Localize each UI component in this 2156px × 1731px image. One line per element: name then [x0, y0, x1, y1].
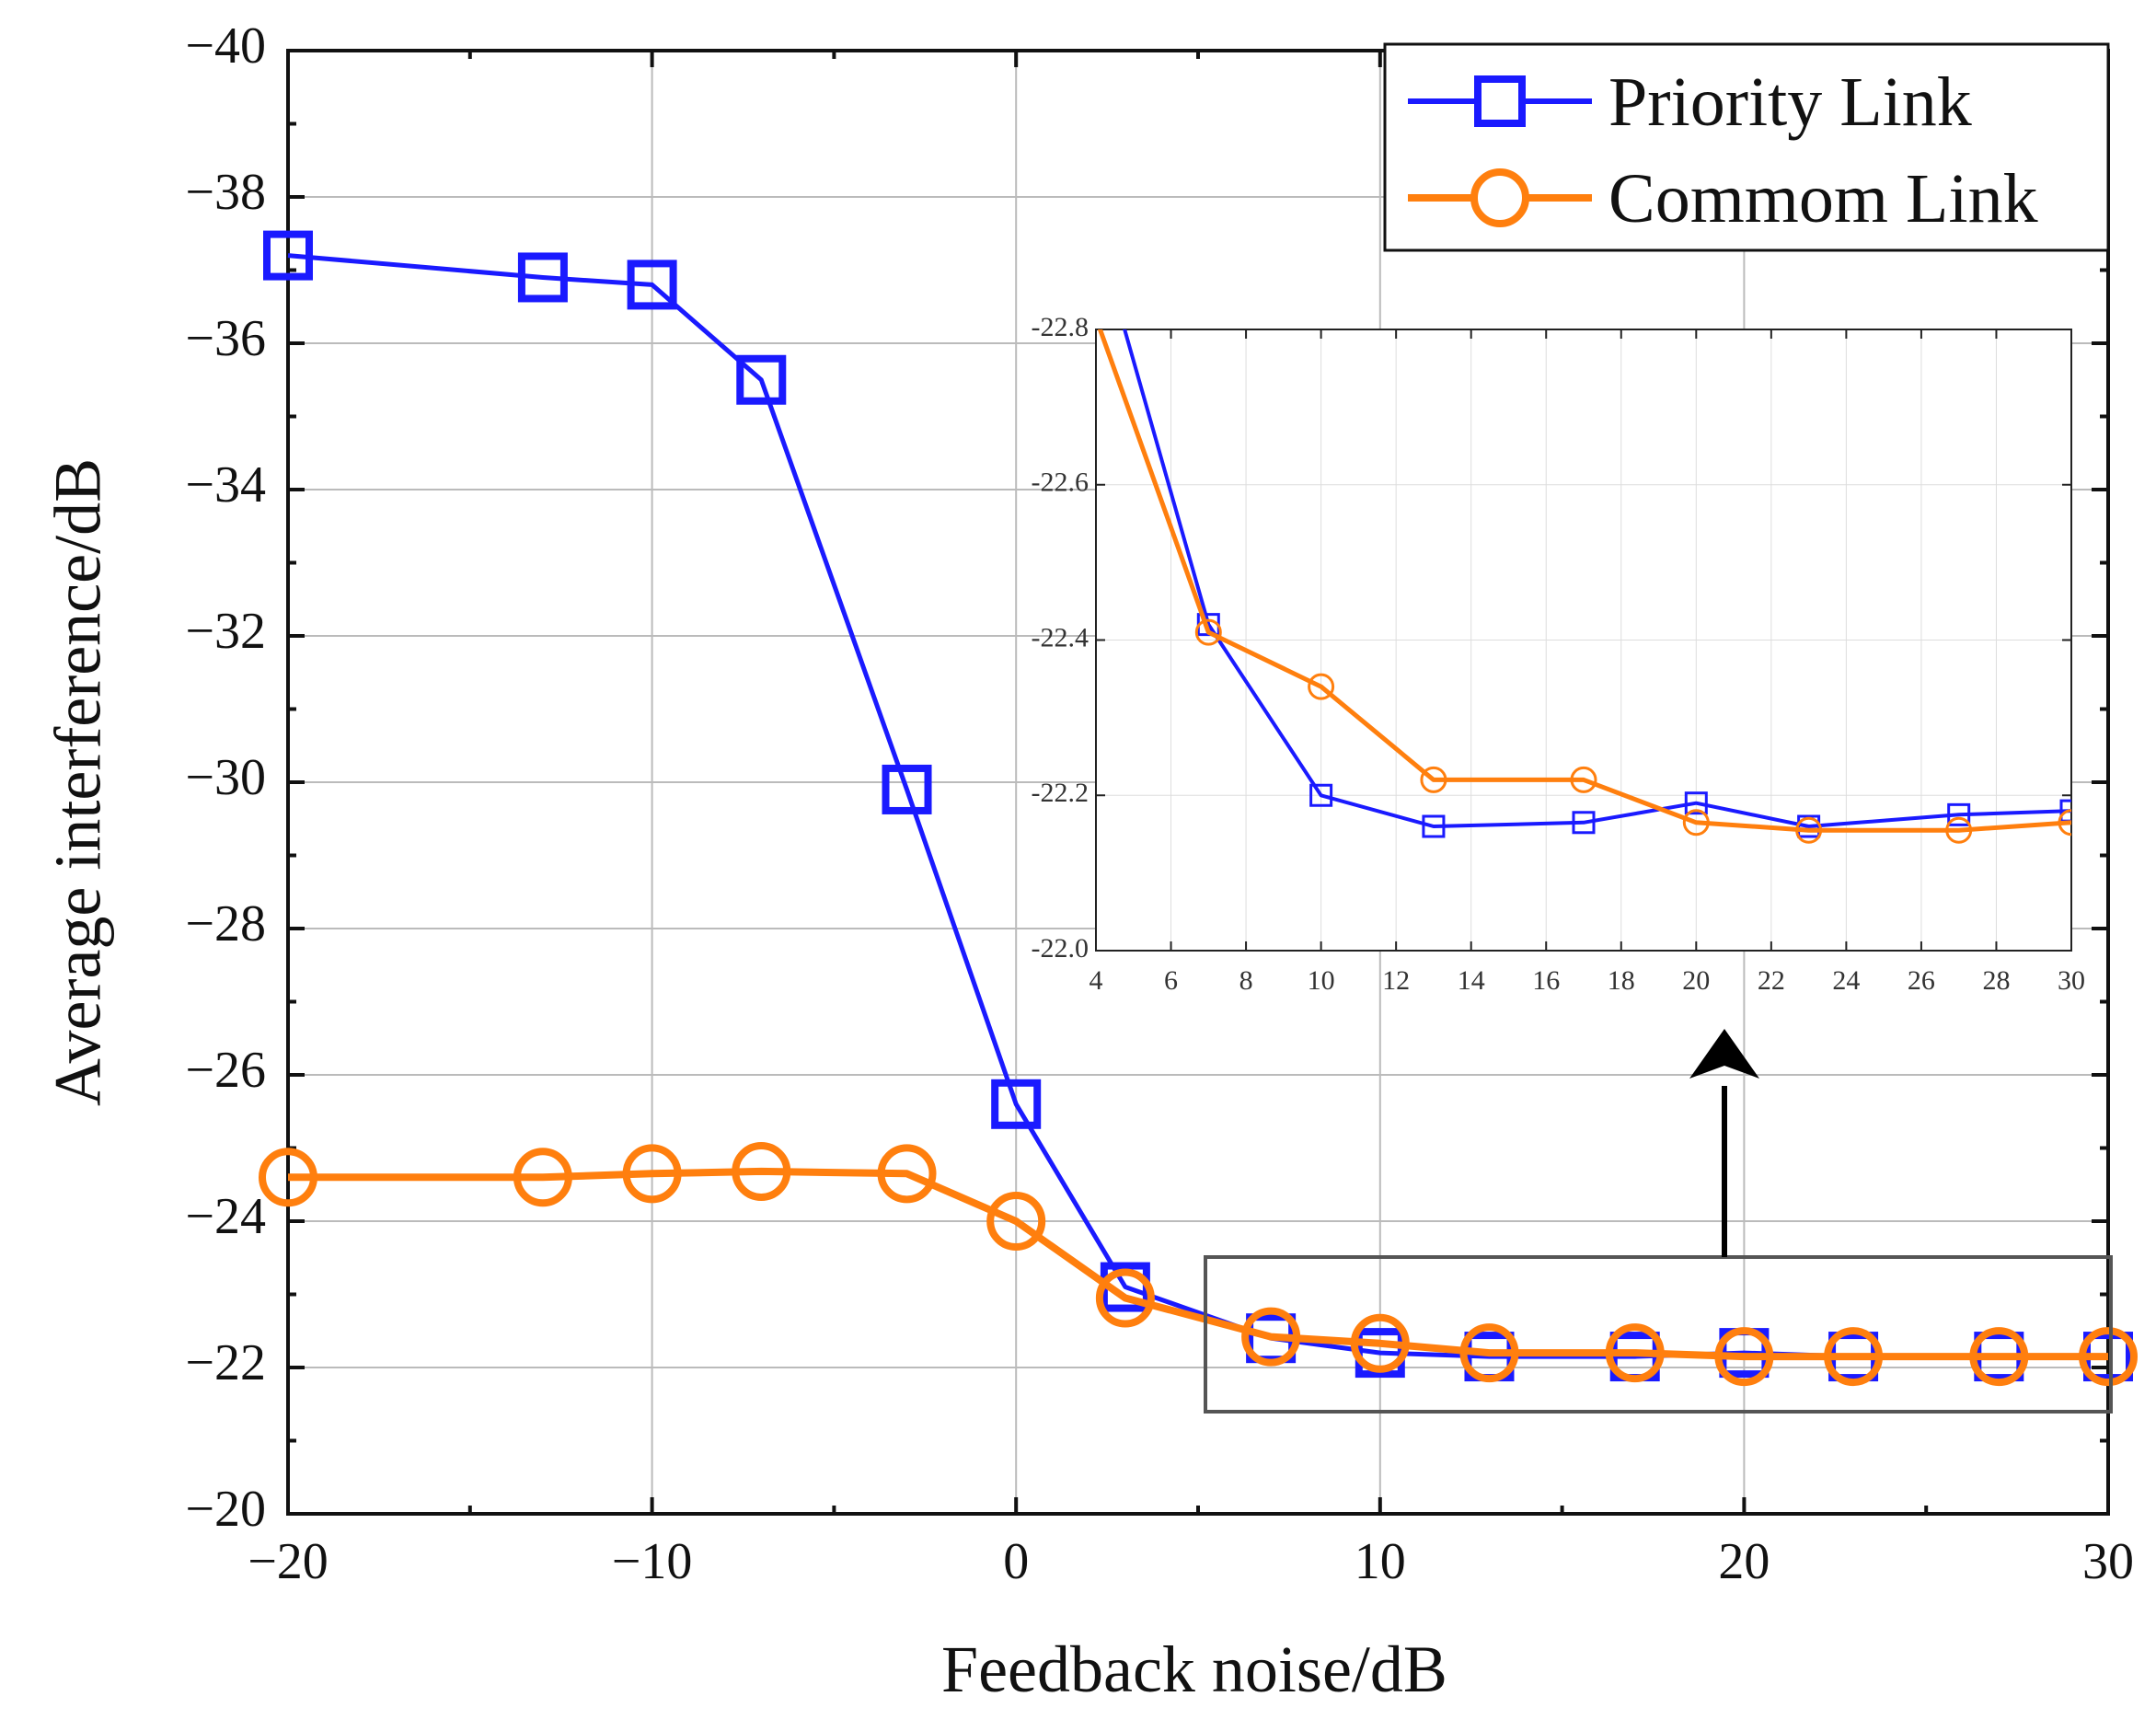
inset-point-common	[1194, 618, 1222, 646]
zoom-box	[1204, 1255, 2113, 1414]
line-common	[288, 1167, 2108, 1361]
inset-point-common	[1945, 816, 1973, 844]
x-axis-title: Feedback noise/dB	[941, 1633, 1447, 1706]
point-common	[732, 1141, 791, 1201]
y-tick-label: −26	[185, 1042, 266, 1099]
inset-y-tick-label: -22.0	[1032, 933, 1090, 964]
point-common	[986, 1192, 1046, 1251]
point-common	[2079, 1327, 2138, 1387]
legend: Priority Link Commom Link	[1383, 42, 2110, 252]
inset-point-priority	[1422, 814, 1446, 838]
inset-point-common	[1795, 816, 1823, 844]
inset-y-tick-label: -22.8	[1032, 312, 1090, 342]
inset-x-tick-label: 28	[1982, 965, 2010, 996]
legend-marker-circle-icon	[1470, 168, 1529, 227]
main-ticks: −20 −10 0 10 20 30 −40 −38 −36 −34 −32 −30 −28 −26 −24…	[185, 17, 2134, 1590]
inset-x-tick-label: 6	[1164, 965, 1178, 996]
x-tick-label: −10	[612, 1533, 693, 1590]
y-tick-label: −40	[185, 17, 266, 75]
point-common	[1969, 1327, 2029, 1387]
point-common	[1350, 1313, 1410, 1373]
point-priority	[991, 1079, 1042, 1129]
y-tick-label: −22	[185, 1334, 266, 1391]
y-tick-label: −28	[185, 895, 266, 952]
inset-x-tick-label: 26	[1908, 965, 1935, 996]
inset-x-tick-label: 4	[1090, 965, 1103, 996]
legend-marker-square-icon	[1474, 75, 1526, 127]
inset-x-tick-label: 22	[1758, 965, 1785, 996]
inset-x-tick-label: 14	[1458, 965, 1485, 996]
inset-line-priority	[1123, 329, 2071, 828]
point-common	[259, 1148, 317, 1207]
inset-x-tick-label: 20	[1682, 965, 1710, 996]
inset-x-tick-label: 10	[1308, 965, 1335, 996]
inset-x-tick-label: 24	[1832, 965, 1860, 996]
point-common	[1714, 1327, 1774, 1387]
main-series	[259, 230, 2138, 1387]
inset-x-tick-label: 12	[1382, 965, 1410, 996]
y-axis-title: Average interference/dB	[41, 458, 115, 1106]
inset-x-tick-label: 8	[1239, 965, 1253, 996]
legend-label-priority: Priority Link	[1608, 63, 1972, 141]
point-priority	[736, 354, 787, 405]
inset-point-priority	[2059, 799, 2071, 823]
point-common	[1241, 1307, 1301, 1367]
inset-point-priority	[1684, 791, 1708, 815]
inset-point-common	[1570, 766, 1597, 793]
inset-y-tick-label: -22.2	[1032, 778, 1090, 808]
inset-series-common	[1046, 201, 2071, 844]
inset-ticks: 4 6 8 10 12 14 16 18 20 22 24 26 28 30 -22.8 -22.6 -22.4…	[1032, 312, 2086, 996]
inset-point-priority	[1309, 783, 1333, 807]
y-tick-label: −32	[185, 603, 266, 660]
x-tick-label: 0	[1003, 1533, 1029, 1590]
x-tick-label: −20	[248, 1533, 329, 1590]
inset-point-common	[1046, 201, 1070, 225]
y-tick-label: −36	[185, 310, 266, 367]
point-priority	[882, 764, 932, 814]
point-common	[1095, 1268, 1155, 1328]
inset-point-common	[2058, 809, 2071, 837]
inset-point-common	[1308, 673, 1335, 700]
y-tick-label: −24	[185, 1188, 266, 1245]
inset-x-tick-label: 16	[1532, 965, 1560, 996]
x-tick-label: 20	[1718, 1533, 1770, 1590]
inset-point-priority	[1947, 802, 1971, 826]
point-priority	[627, 260, 677, 310]
inset-point-priority	[1048, 87, 1068, 107]
point-common	[622, 1144, 682, 1204]
inset-x-tick-label: 30	[2058, 965, 2085, 996]
arrow-head-icon	[1689, 1029, 1759, 1079]
point-priority	[517, 252, 568, 303]
inset-line-common	[1097, 329, 2071, 833]
inset-x-tick-label: 18	[1608, 965, 1635, 996]
point-priority	[263, 230, 313, 281]
legend-label-common: Commom Link	[1608, 160, 2038, 237]
point-common	[877, 1144, 937, 1204]
x-tick-label: 30	[2082, 1533, 2134, 1590]
point-common	[1824, 1327, 1884, 1387]
point-common	[1459, 1323, 1519, 1383]
inset-series	[1046, 87, 2071, 844]
point-common	[513, 1148, 572, 1207]
inset-y-tick-label: -22.6	[1032, 467, 1090, 498]
y-tick-label: −38	[185, 164, 266, 221]
x-tick-label: 10	[1355, 1533, 1406, 1590]
inset-point-priority	[1572, 811, 1596, 835]
y-tick-label: −34	[185, 456, 266, 514]
inset-y-tick-label: -22.4	[1032, 622, 1090, 652]
inset-point-common	[1682, 809, 1710, 837]
y-tick-label: −30	[185, 749, 266, 806]
point-common	[1605, 1323, 1665, 1383]
y-tick-label: −20	[185, 1481, 266, 1538]
inset-point-common	[1420, 766, 1447, 793]
series-common	[259, 1141, 2138, 1387]
